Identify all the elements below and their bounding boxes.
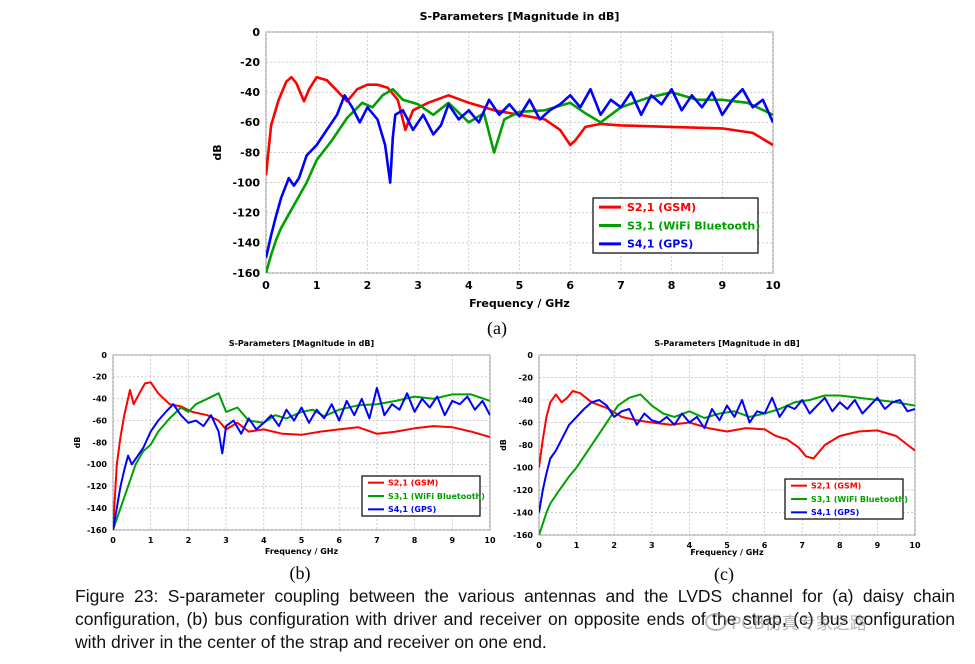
y-tick-label: -20 [240,56,260,69]
x-tick-label: 10 [484,536,496,545]
x-tick-label: 4 [465,279,473,292]
x-axis-label: Frequency / GHz [469,297,570,310]
series-line-3 [539,396,915,513]
y-tick-label: -140 [513,508,533,517]
y-axis-label: dB [73,437,82,449]
x-tick-label: 5 [516,279,524,292]
x-tick-label: 2 [364,279,372,292]
x-tick-label: 5 [299,536,305,545]
wechat-logo-icon [705,613,727,631]
series-line-2 [539,393,915,535]
chart-panel-a: 0 1 2 3 4 5 6 7 8 9 10 0 -20 -40 -60 -80 -100 -120 -140 -16… [211,10,781,339]
y-tick-label: -100 [232,176,260,189]
x-tick-label: 2 [611,541,617,550]
legend-label: S3,1 (WiFi Bluetooth) [388,492,485,501]
x-tick-label: 5 [724,541,730,550]
legend: S2,1 (GSM) S3,1 (WiFi Bluetooth) S4,1 (GPS… [784,478,908,520]
y-tick-label: -140 [232,237,260,250]
y-tick-label: -120 [513,486,533,495]
x-tick-label: 0 [536,541,542,550]
y-tick-label: 0 [101,351,107,360]
series-line-2 [266,87,773,273]
chart-title: S-Parameters [Magnitude in dB] [420,10,620,23]
x-tick-label: 6 [762,541,768,550]
y-tick-label: 0 [527,351,533,360]
x-tick-label: 3 [649,541,655,550]
legend-label: S2,1 (GSM) [388,478,438,487]
x-tick-label: 4 [687,541,693,550]
x-tick-label: 0 [110,536,116,545]
x-tick-label: 9 [875,541,881,550]
y-tick-label: -40 [93,395,108,404]
y-tick-label: -60 [240,116,260,129]
y-tick-label: -80 [519,441,534,450]
x-tick-label: 8 [412,536,418,545]
y-tick-label: -100 [87,460,107,469]
x-tick-label: 1 [574,541,580,550]
chart-panel-c: 0 1 2 3 4 5 6 7 8 9 10 0 -20 -40 -60 -80 -100 -120 -140 -16… [499,339,921,585]
x-tick-label: 8 [668,279,676,292]
x-tick-label: 9 [718,279,726,292]
chart-panel-b: 0 1 2 3 4 5 6 7 8 9 10 0 -20 -40 -60 -80 -100 -120 -140 -16… [73,339,496,584]
x-axis-label: Frequency / GHz [265,547,339,556]
x-tick-label: 4 [261,536,267,545]
y-tick-label: -40 [519,396,534,405]
x-tick-label: 9 [450,536,456,545]
y-tick-label: -60 [519,418,534,427]
legend-label: S4,1 (GPS) [811,508,859,517]
subfigure-label: (c) [714,564,734,585]
y-tick-label: 0 [252,26,260,39]
x-tick-label: 7 [374,536,380,545]
y-tick-label: -120 [87,482,107,491]
y-axis-label: dB [499,439,508,451]
y-tick-label: -60 [93,416,108,425]
watermark: PCB仿真专家之路 [705,609,867,634]
y-axis-label: dB [211,144,224,160]
x-axis-label: Frequency / GHz [690,548,764,557]
x-tick-label: 10 [909,541,921,550]
legend: S2,1 (GSM) S3,1 (WiFi Bluetooth) S4,1 (GPS… [592,197,760,254]
legend: S2,1 (GSM) S3,1 (WiFi Bluetooth) S4,1 (GPS… [361,475,485,517]
subfigure-label: (a) [487,318,507,339]
x-tick-label: 7 [799,541,805,550]
x-tick-label: 1 [148,536,154,545]
subfigure-label: (b) [290,563,311,584]
x-tick-label: 8 [837,541,843,550]
series-line-3 [113,386,490,530]
x-tick-label: 7 [617,279,625,292]
legend-label: S3,1 (WiFi Bluetooth) [811,495,908,504]
chart-title: S-Parameters [Magnitude in dB] [229,339,374,348]
legend-label: S4,1 (GPS) [388,505,436,514]
x-tick-label: 6 [566,279,574,292]
watermark-text: PCB仿真专家之路 [731,614,867,634]
x-tick-label: 0 [262,279,270,292]
y-tick-label: -140 [87,504,107,513]
y-tick-label: -20 [519,373,534,382]
y-tick-label: -100 [513,463,533,472]
x-tick-label: 10 [765,279,781,292]
x-tick-label: 1 [313,279,321,292]
y-tick-label: -160 [232,267,260,280]
y-tick-label: -40 [240,86,260,99]
x-tick-label: 6 [336,536,342,545]
y-tick-label: -120 [232,207,260,220]
y-tick-label: -160 [87,526,107,535]
y-tick-label: -80 [240,146,260,159]
y-tick-label: -80 [93,438,108,447]
legend-label: S2,1 (GSM) [627,201,696,214]
legend-label: S4,1 (GPS) [627,238,693,251]
y-tick-label: -160 [513,531,533,540]
chart-title: S-Parameters [Magnitude in dB] [654,339,799,348]
series-line-1 [266,75,773,176]
y-tick-label: -20 [93,373,108,382]
series-line-3 [266,87,773,259]
x-tick-label: 3 [414,279,422,292]
legend-label: S3,1 (WiFi Bluetooth) [627,219,760,232]
legend-label: S2,1 (GSM) [811,481,861,490]
figure-caption: Figure 23: S-parameter coupling between … [75,586,955,652]
x-tick-label: 2 [186,536,192,545]
x-tick-label: 3 [223,536,229,545]
